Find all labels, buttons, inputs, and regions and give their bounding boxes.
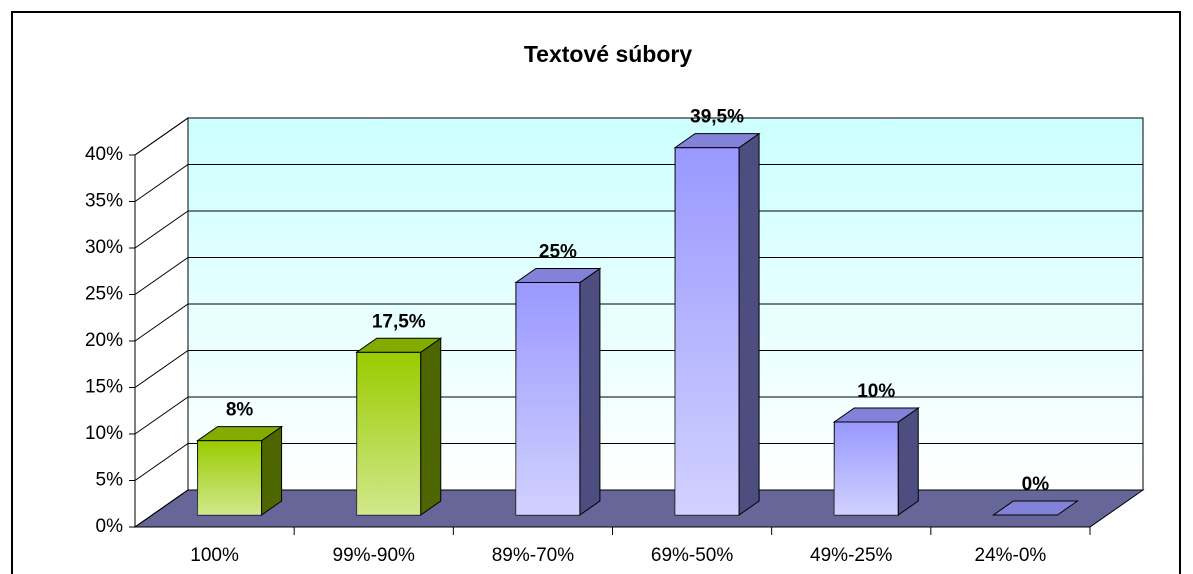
y-tick-label: 20% [85, 330, 123, 351]
bar-shine [515, 282, 580, 515]
grid-line [134, 396, 1143, 435]
bar-top [991, 500, 1080, 516]
bar-side [261, 425, 283, 516]
bar-top [195, 426, 284, 442]
bar-shine [197, 440, 262, 515]
data-label: 17,5% [372, 311, 426, 332]
y-tick-label: 40% [85, 144, 123, 165]
bar-side [738, 132, 760, 516]
grid-line [134, 443, 1143, 481]
y-tick-label: 30% [85, 237, 123, 258]
x-tick-label: 89%-70% [492, 545, 574, 566]
x-tick-label: 100% [190, 545, 239, 566]
y-tick-label: 5% [96, 470, 124, 491]
floor [133, 489, 1145, 528]
bar-shine [834, 422, 899, 515]
grid-line [134, 164, 1143, 202]
grid-line [134, 117, 1143, 156]
y-tick-label: 10% [85, 423, 123, 444]
grid-line [134, 489, 1143, 528]
bar-top [832, 407, 920, 423]
bar-top [514, 268, 602, 283]
x-tick-label: 69%-50% [651, 545, 733, 566]
data-label: 0% [1022, 474, 1050, 495]
grid-line [134, 257, 1143, 295]
data-label: 39,5% [690, 107, 744, 128]
bar-shine [356, 352, 421, 515]
y-tick-label: 15% [85, 377, 123, 398]
grid-line [134, 350, 1143, 388]
bar-top [355, 337, 443, 353]
bar-side [897, 407, 919, 516]
x-tick-label: 49%-25% [810, 545, 892, 566]
grid-line [134, 210, 1143, 249]
chart-title: Textové súbory [524, 41, 692, 67]
x-tick-label: 99%-90% [333, 545, 415, 566]
data-label: 8% [226, 400, 254, 421]
y-tick-label: 0% [96, 516, 124, 537]
bar-shine [675, 147, 740, 515]
y-tick-label: 25% [85, 284, 123, 305]
bar-side [579, 267, 601, 516]
bar-top [673, 133, 761, 149]
data-label: 25% [539, 242, 577, 263]
grid-line [134, 303, 1143, 342]
bar-side [420, 337, 442, 516]
y-tick-label: 35% [85, 191, 123, 212]
x-tick-label: 24%-0% [975, 545, 1047, 566]
data-label: 10% [857, 381, 895, 402]
